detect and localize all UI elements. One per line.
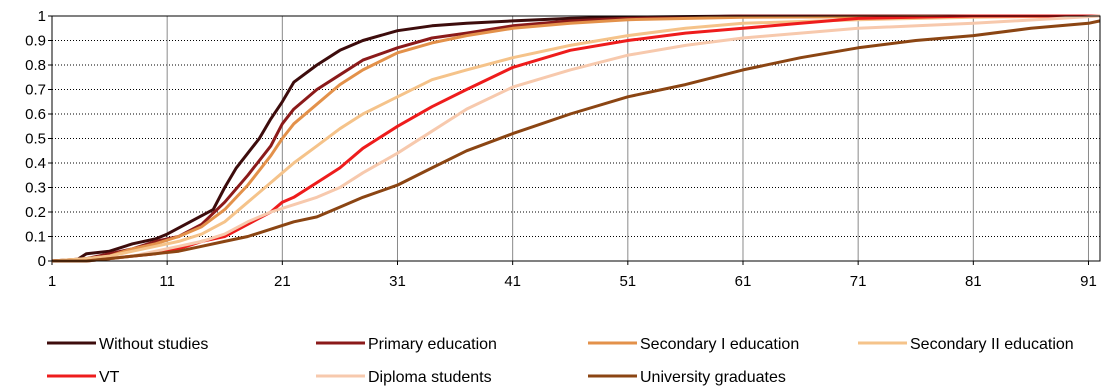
legend-item: Without studies — [47, 336, 208, 353]
x-tick-label: 51 — [619, 273, 636, 290]
series-line — [52, 14, 1101, 263]
legend-item: University graduates — [588, 369, 786, 386]
y-axis-tick-labels: 0 0.1 0.2 0.3 0.4 0.5 0.6 0.7 0.8 0.9 1 — [25, 8, 52, 270]
legend-label: VT — [99, 369, 120, 386]
legend-label: Secondary I education — [640, 336, 799, 353]
series-line — [51, 14, 1100, 263]
series-line — [51, 14, 1101, 263]
y-tick-label: 0.9 — [25, 33, 46, 50]
legend-label: University graduates — [640, 369, 786, 386]
legend-label: Primary education — [368, 336, 497, 353]
legend: Without studies Primary education Secondar… — [47, 336, 1074, 386]
series-line — [52, 14, 1100, 263]
y-tick-label: 0.3 — [25, 180, 46, 197]
y-tick-label: 1 — [38, 8, 46, 25]
legend-label: Diploma students — [368, 369, 492, 386]
y-tick-label: 0.7 — [25, 82, 46, 99]
y-tick-label: 0.6 — [25, 106, 46, 123]
y-tick-label: 0.4 — [25, 155, 46, 172]
grid-lines — [52, 16, 1100, 261]
legend-label: Secondary II education — [910, 336, 1074, 353]
legend-item: Primary education — [316, 336, 497, 353]
series-line — [52, 14, 1100, 263]
x-tick-label: 21 — [274, 273, 291, 290]
series-line — [51, 14, 1101, 263]
series-line — [52, 19, 1101, 263]
x-tick-label: 41 — [504, 273, 521, 290]
legend-item: Secondary I education — [588, 336, 799, 353]
y-tick-label: 0 — [38, 253, 46, 270]
x-tick-label: 91 — [1080, 273, 1097, 290]
x-tick-label: 61 — [735, 273, 752, 290]
legend-item: Secondary II education — [858, 336, 1074, 353]
x-tick-label: 11 — [159, 273, 175, 290]
x-axis-tick-labels: 1 11 21 31 41 51 61 71 81 91 — [48, 261, 1097, 290]
x-tick-label: 1 — [48, 273, 56, 290]
legend-item: Diploma students — [316, 369, 492, 386]
y-tick-label: 0.1 — [25, 229, 46, 246]
x-tick-label: 31 — [389, 273, 406, 290]
plot-frame — [51, 15, 1101, 262]
legend-label: Without studies — [99, 336, 208, 353]
series-lines — [51, 14, 1101, 263]
x-tick-label: 81 — [965, 273, 982, 290]
y-tick-label: 0.8 — [25, 57, 46, 74]
x-tick-label: 71 — [850, 273, 867, 290]
legend-item: VT — [47, 369, 120, 386]
y-tick-label: 0.2 — [25, 204, 46, 221]
y-tick-label: 0.5 — [25, 131, 46, 148]
